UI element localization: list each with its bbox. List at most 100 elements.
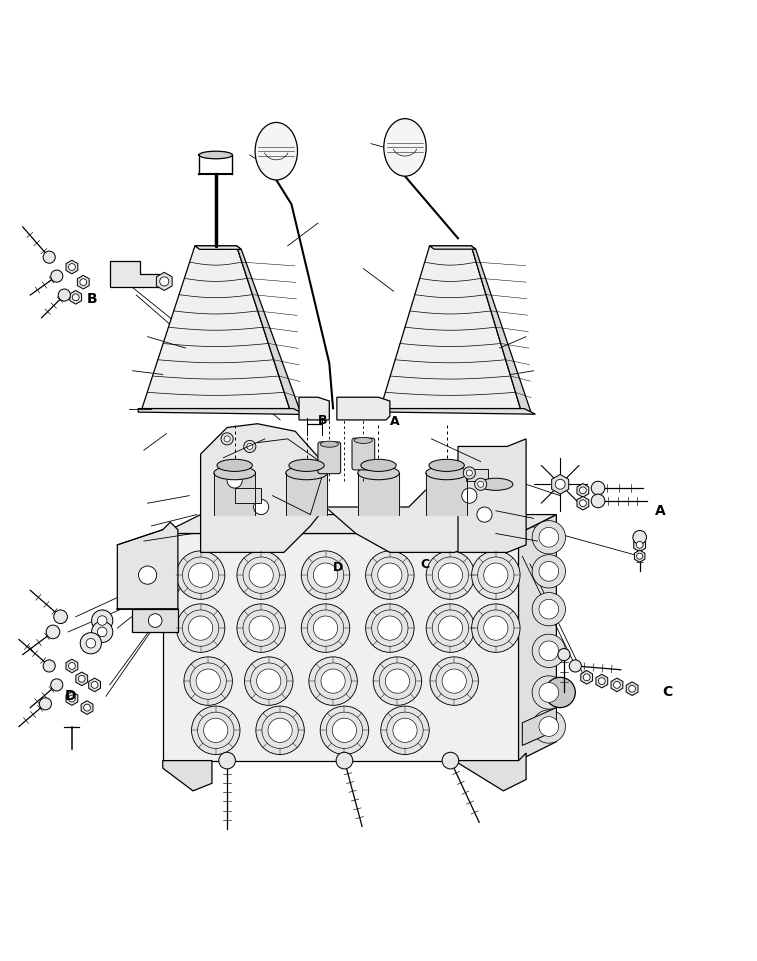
Polygon shape bbox=[466, 469, 488, 480]
Ellipse shape bbox=[361, 459, 396, 472]
Polygon shape bbox=[117, 522, 178, 609]
Circle shape bbox=[385, 669, 410, 693]
Circle shape bbox=[192, 706, 240, 754]
Circle shape bbox=[68, 662, 75, 670]
Circle shape bbox=[532, 676, 565, 709]
Circle shape bbox=[426, 604, 475, 653]
Polygon shape bbox=[163, 760, 212, 791]
Circle shape bbox=[539, 717, 559, 736]
Circle shape bbox=[68, 695, 75, 702]
Circle shape bbox=[247, 443, 253, 450]
Circle shape bbox=[438, 616, 463, 640]
Circle shape bbox=[46, 625, 60, 639]
Circle shape bbox=[532, 554, 565, 588]
Polygon shape bbox=[581, 671, 593, 684]
Circle shape bbox=[224, 436, 230, 442]
Circle shape bbox=[381, 706, 429, 754]
Circle shape bbox=[86, 638, 95, 648]
Polygon shape bbox=[577, 483, 589, 497]
Circle shape bbox=[336, 752, 353, 769]
Circle shape bbox=[591, 481, 605, 495]
Circle shape bbox=[556, 480, 565, 489]
Polygon shape bbox=[142, 246, 289, 408]
Polygon shape bbox=[81, 701, 93, 714]
Circle shape bbox=[72, 294, 79, 301]
Polygon shape bbox=[70, 290, 82, 304]
Circle shape bbox=[636, 541, 643, 549]
Ellipse shape bbox=[286, 466, 327, 480]
Circle shape bbox=[221, 432, 233, 445]
Circle shape bbox=[301, 604, 350, 653]
Circle shape bbox=[54, 610, 67, 624]
Circle shape bbox=[256, 706, 304, 754]
Ellipse shape bbox=[217, 459, 252, 472]
Circle shape bbox=[539, 682, 559, 702]
Ellipse shape bbox=[320, 441, 338, 447]
Polygon shape bbox=[236, 246, 301, 414]
Circle shape bbox=[188, 616, 213, 640]
Circle shape bbox=[249, 563, 273, 587]
Circle shape bbox=[43, 660, 55, 672]
Ellipse shape bbox=[357, 466, 400, 480]
Polygon shape bbox=[380, 246, 520, 408]
Circle shape bbox=[532, 710, 565, 743]
Polygon shape bbox=[201, 424, 326, 553]
Circle shape bbox=[176, 604, 225, 653]
Polygon shape bbox=[89, 678, 101, 692]
Circle shape bbox=[92, 622, 113, 643]
Circle shape bbox=[539, 600, 559, 619]
Circle shape bbox=[591, 494, 605, 507]
Polygon shape bbox=[235, 488, 261, 504]
Circle shape bbox=[569, 660, 581, 672]
Polygon shape bbox=[195, 246, 241, 249]
Circle shape bbox=[244, 440, 256, 453]
Circle shape bbox=[313, 563, 338, 587]
Circle shape bbox=[583, 674, 590, 680]
Circle shape bbox=[43, 251, 55, 263]
Polygon shape bbox=[157, 272, 172, 290]
Circle shape bbox=[539, 561, 559, 581]
Polygon shape bbox=[376, 408, 535, 414]
Circle shape bbox=[633, 530, 646, 544]
Circle shape bbox=[466, 470, 472, 476]
Circle shape bbox=[628, 685, 635, 692]
Circle shape bbox=[51, 270, 63, 283]
Circle shape bbox=[309, 657, 357, 705]
Circle shape bbox=[79, 676, 85, 682]
Circle shape bbox=[442, 669, 466, 693]
Text: B: B bbox=[87, 291, 98, 306]
Polygon shape bbox=[66, 260, 78, 274]
Ellipse shape bbox=[213, 466, 255, 480]
Polygon shape bbox=[138, 408, 305, 414]
Polygon shape bbox=[76, 672, 88, 685]
Circle shape bbox=[79, 279, 86, 285]
Circle shape bbox=[539, 641, 559, 660]
Circle shape bbox=[219, 752, 235, 769]
Text: D: D bbox=[64, 689, 76, 703]
Circle shape bbox=[257, 669, 281, 693]
Circle shape bbox=[532, 634, 565, 668]
Circle shape bbox=[204, 718, 228, 743]
Circle shape bbox=[83, 704, 91, 711]
Polygon shape bbox=[163, 533, 519, 760]
Polygon shape bbox=[454, 753, 526, 791]
Circle shape bbox=[430, 657, 478, 705]
Text: C: C bbox=[662, 685, 673, 700]
Polygon shape bbox=[519, 514, 556, 760]
Circle shape bbox=[393, 718, 417, 743]
Text: A: A bbox=[390, 415, 400, 429]
Ellipse shape bbox=[384, 118, 426, 176]
Circle shape bbox=[438, 563, 463, 587]
Circle shape bbox=[301, 551, 350, 600]
Circle shape bbox=[245, 657, 293, 705]
Polygon shape bbox=[299, 397, 329, 420]
Polygon shape bbox=[66, 659, 78, 673]
Polygon shape bbox=[429, 246, 475, 249]
Polygon shape bbox=[634, 550, 645, 562]
Circle shape bbox=[68, 263, 75, 270]
Ellipse shape bbox=[354, 437, 372, 443]
Polygon shape bbox=[337, 397, 390, 420]
Circle shape bbox=[637, 554, 643, 559]
Circle shape bbox=[579, 487, 586, 494]
Circle shape bbox=[378, 616, 402, 640]
